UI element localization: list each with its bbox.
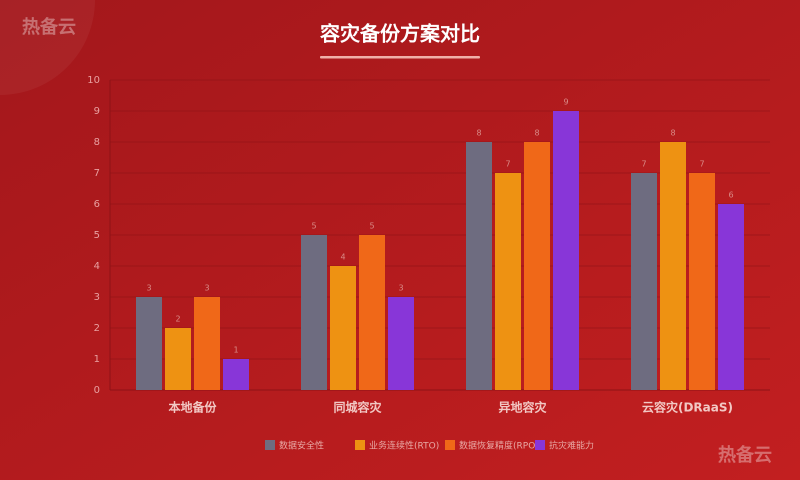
value-label: 7 bbox=[641, 160, 646, 169]
y-tick-label: 9 bbox=[94, 106, 100, 117]
decor bbox=[0, 0, 95, 95]
value-label: 9 bbox=[563, 98, 568, 107]
y-tick-label: 8 bbox=[94, 137, 100, 148]
bar bbox=[359, 235, 385, 390]
value-label: 7 bbox=[505, 160, 510, 169]
value-label: 3 bbox=[204, 284, 209, 293]
legend-swatch bbox=[355, 440, 365, 450]
x-tick-label: 本地备份 bbox=[168, 400, 217, 415]
y-tick-label: 10 bbox=[87, 75, 100, 86]
legend-label: 数据恢复精度(RPO) bbox=[459, 440, 539, 452]
bar bbox=[660, 142, 686, 390]
value-label: 2 bbox=[175, 315, 180, 324]
value-label: 8 bbox=[476, 129, 481, 138]
value-label: 5 bbox=[369, 222, 374, 231]
y-tick-label: 5 bbox=[94, 230, 100, 241]
legend-swatch bbox=[445, 440, 455, 450]
value-label: 8 bbox=[534, 129, 539, 138]
bar bbox=[631, 173, 657, 390]
x-tick-label: 异地容灾 bbox=[498, 400, 547, 415]
legend-label: 业务连续性(RTO) bbox=[369, 440, 439, 452]
legend-label: 抗灾难能力 bbox=[549, 440, 594, 452]
value-label: 5 bbox=[311, 222, 316, 231]
y-tick-label: 6 bbox=[94, 199, 100, 210]
x-tick-label: 云容灾(DRaaS) bbox=[642, 400, 733, 415]
bar bbox=[136, 297, 162, 390]
chart-title: 容灾备份方案对比 bbox=[320, 22, 480, 46]
value-label: 1 bbox=[233, 346, 238, 355]
bar bbox=[495, 173, 521, 390]
watermark: 热备云 bbox=[22, 16, 76, 38]
bar bbox=[194, 297, 220, 390]
y-tick-label: 2 bbox=[94, 323, 100, 334]
bar bbox=[165, 328, 191, 390]
value-label: 3 bbox=[146, 284, 151, 293]
y-tick-label: 1 bbox=[94, 354, 100, 365]
legend-swatch bbox=[535, 440, 545, 450]
bar bbox=[553, 111, 579, 390]
legend-label: 数据安全性 bbox=[279, 440, 324, 452]
x-tick-label: 同城容灾 bbox=[333, 400, 382, 415]
bar bbox=[524, 142, 550, 390]
bar bbox=[466, 142, 492, 390]
value-label: 3 bbox=[398, 284, 403, 293]
value-label: 6 bbox=[728, 191, 733, 200]
title-underline bbox=[320, 56, 480, 59]
legend-swatch bbox=[265, 440, 275, 450]
y-tick-label: 4 bbox=[94, 261, 100, 272]
value-label: 4 bbox=[340, 253, 345, 262]
bar bbox=[689, 173, 715, 390]
bar bbox=[330, 266, 356, 390]
y-tick-label: 3 bbox=[94, 292, 100, 303]
watermark: 热备云 bbox=[718, 444, 772, 466]
y-tick-label: 7 bbox=[94, 168, 100, 179]
bar bbox=[388, 297, 414, 390]
value-label: 7 bbox=[699, 160, 704, 169]
bar bbox=[301, 235, 327, 390]
bar bbox=[223, 359, 249, 390]
bar bbox=[718, 204, 744, 390]
y-tick-label: 0 bbox=[94, 385, 100, 396]
value-label: 8 bbox=[670, 129, 675, 138]
